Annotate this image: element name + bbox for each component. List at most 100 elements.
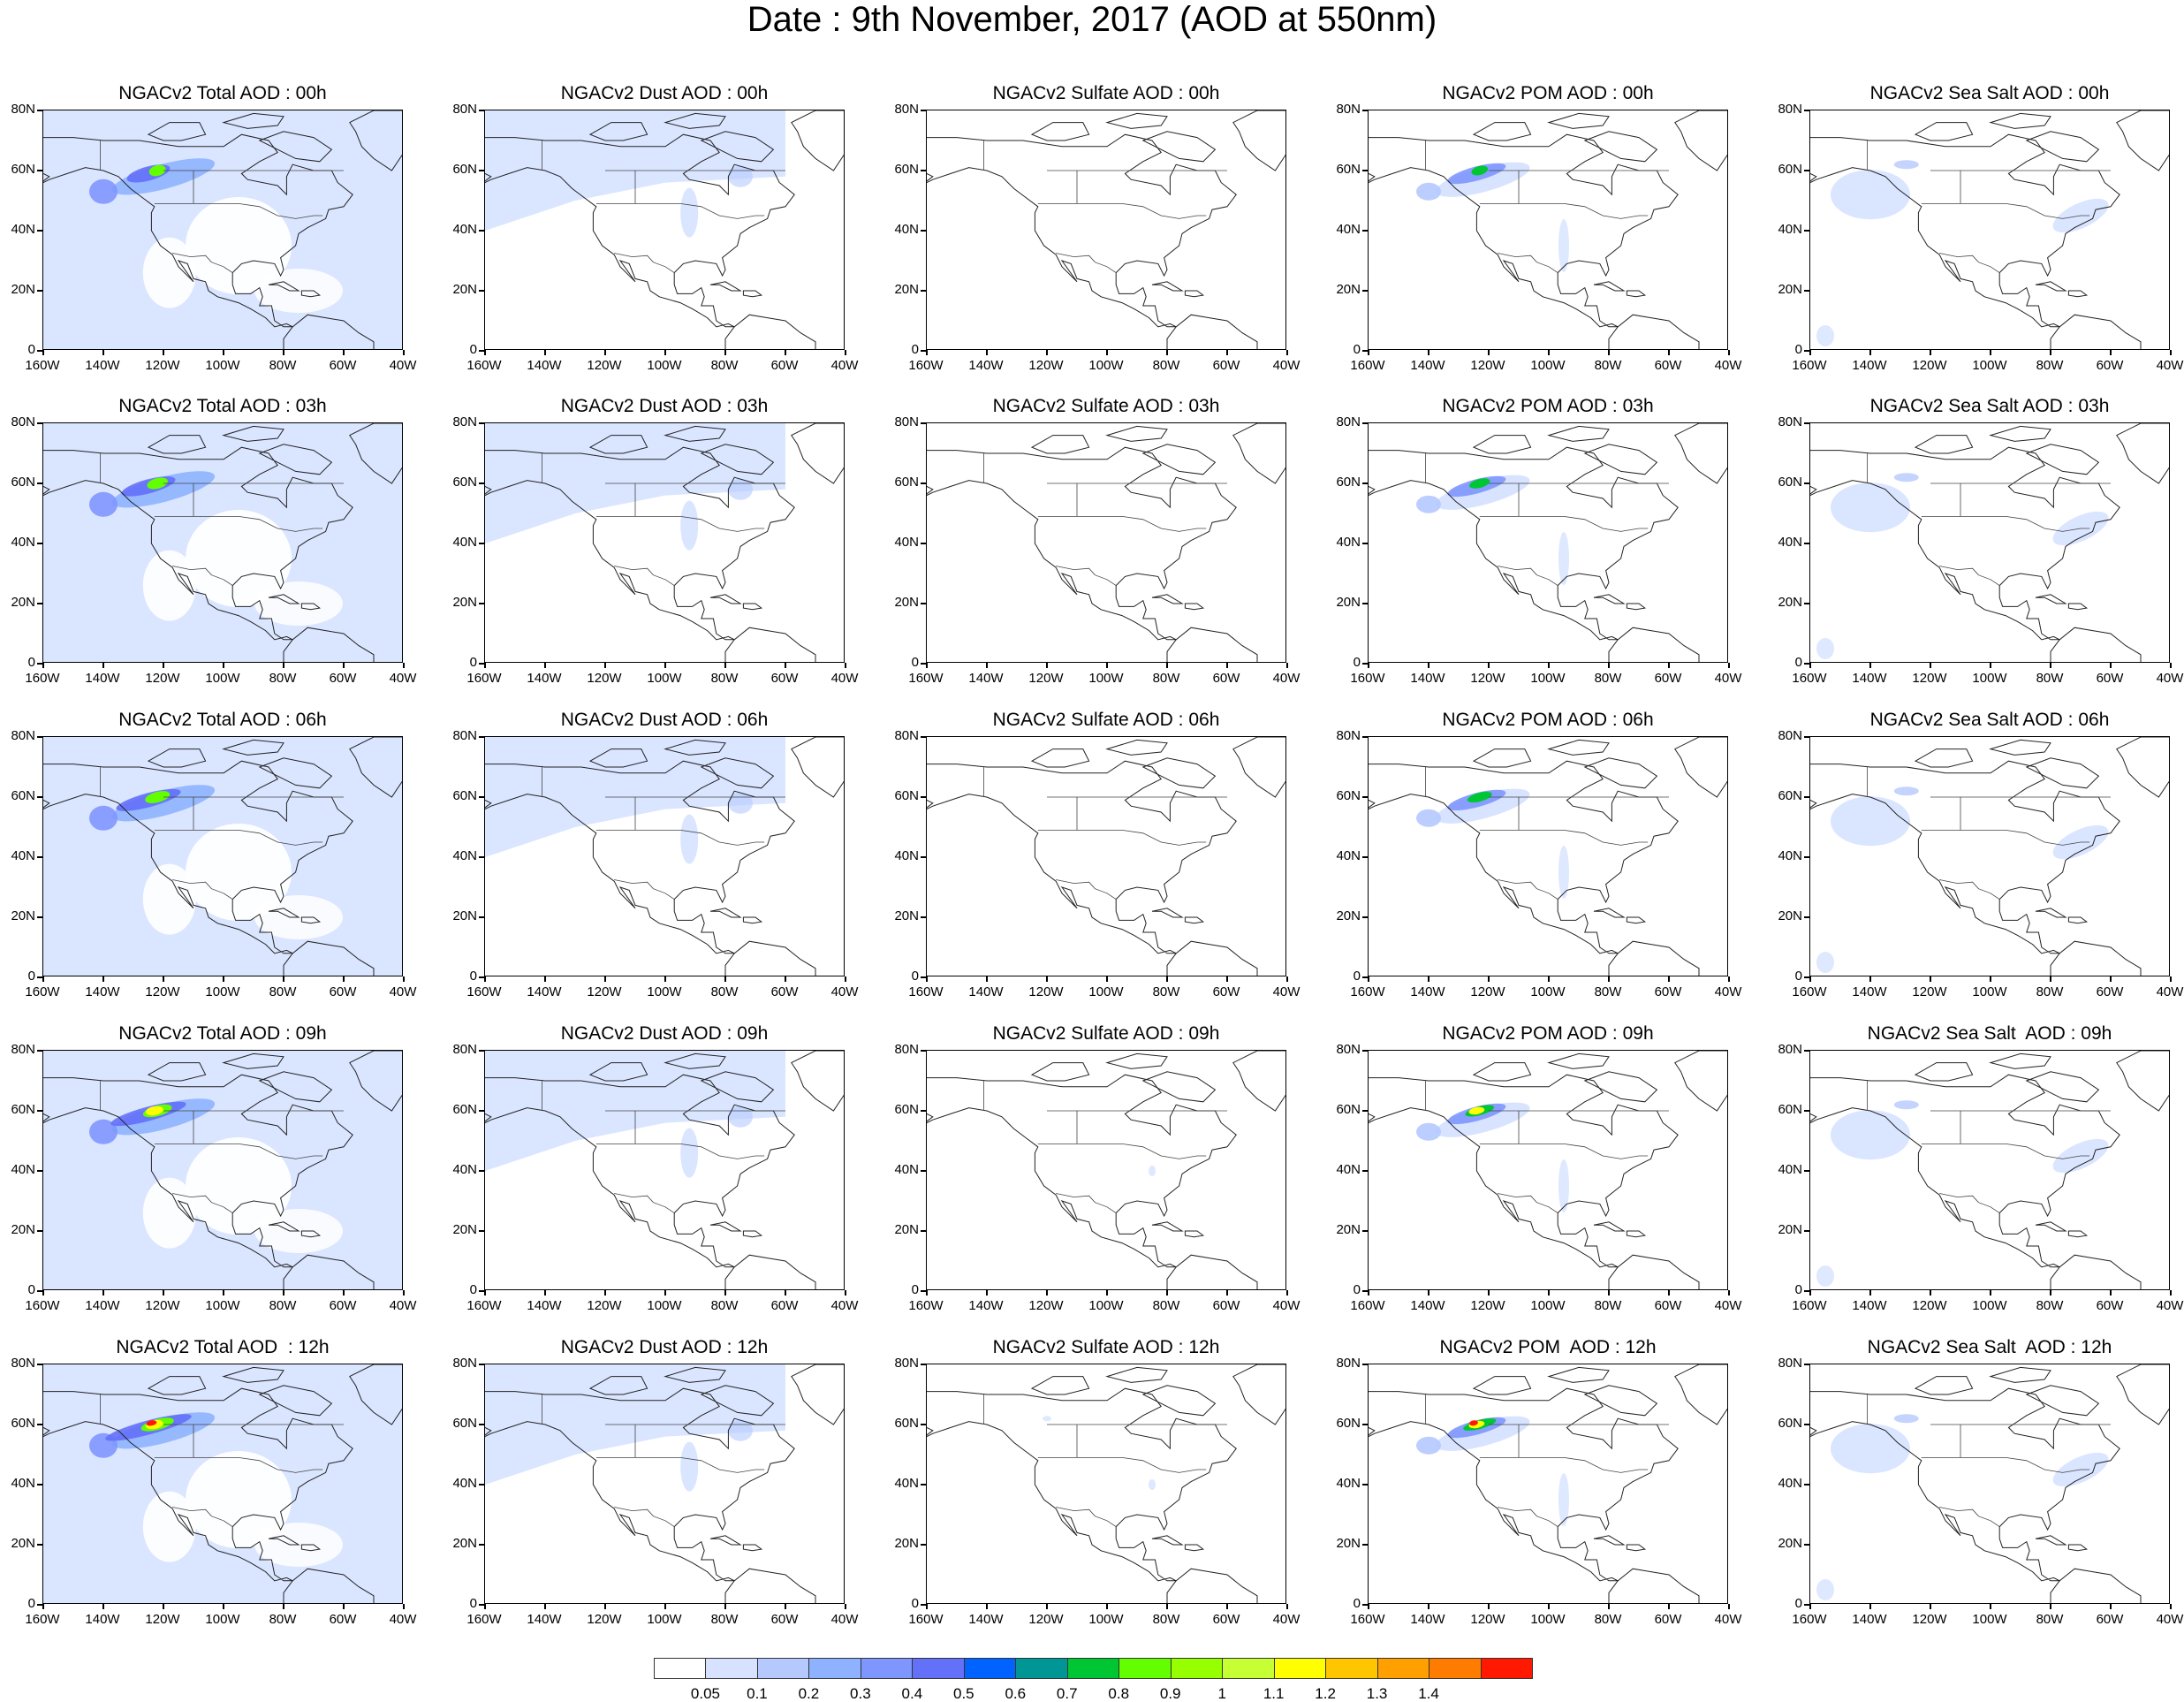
lon-tick — [1286, 350, 1288, 355]
coastline — [349, 1364, 402, 1425]
lon-tick-label: 120W — [1028, 1612, 1064, 1627]
lon-tick-label: 40W — [389, 1298, 417, 1313]
lat-tick — [921, 482, 926, 484]
colorbar-label: 0.1 — [747, 1685, 768, 1702]
aod-plume — [728, 165, 753, 187]
lon-tick — [1286, 1290, 1288, 1295]
lat-tick-label: 0 — [27, 1596, 35, 1611]
map-frame — [42, 1050, 403, 1290]
lat-tick — [37, 1230, 42, 1232]
coastline — [700, 1071, 775, 1103]
coastline — [588, 1062, 648, 1082]
lon-tick-label: 60W — [1212, 358, 1240, 373]
lon-tick-label: 40W — [2156, 984, 2184, 999]
lat-tick — [921, 1110, 926, 1112]
lon-tick — [1428, 350, 1429, 355]
lat-tick-label: 0 — [1794, 1282, 1802, 1297]
coastline — [1989, 1366, 2051, 1383]
coastline — [349, 110, 402, 171]
lat-tick-label: 20N — [452, 908, 477, 923]
lat-tick — [37, 1290, 42, 1292]
coastline — [258, 1071, 333, 1103]
lon-tick — [604, 1604, 606, 1609]
lat-tick — [1804, 543, 1809, 544]
lat-tick — [921, 350, 926, 352]
lat-tick-label: 80N — [1778, 1042, 1802, 1057]
lat-tick — [1804, 663, 1809, 665]
coastline — [1184, 290, 1205, 298]
coastline — [2116, 1364, 2169, 1425]
lat-tick — [1362, 663, 1368, 665]
lat-tick-label: 20N — [1778, 908, 1802, 923]
lon-tick-label: 100W — [647, 1298, 682, 1313]
lon-tick-label: 80W — [710, 358, 739, 373]
lon-tick — [223, 1604, 224, 1609]
lon-tick-label: 60W — [770, 984, 799, 999]
lon-tick — [986, 1290, 988, 1295]
aod-plume — [1893, 160, 1919, 170]
lat-tick — [921, 603, 926, 604]
lon-tick-label: 40W — [389, 1612, 417, 1627]
lat-tick-label: 80N — [894, 728, 919, 743]
coastline — [2116, 423, 2169, 484]
lat-tick-label: 20N — [1336, 595, 1361, 610]
coastline — [742, 603, 763, 611]
map-frame — [1368, 110, 1728, 350]
lon-tick — [845, 350, 846, 355]
coastline — [1472, 435, 1532, 454]
lon-tick-label: 100W — [647, 671, 682, 686]
coastline — [1547, 739, 1610, 756]
coastline — [1674, 1051, 1727, 1112]
coastline — [791, 110, 844, 171]
lon-tick-label: 60W — [329, 671, 357, 686]
lon-tick — [1990, 976, 1991, 982]
lat-tick-label: 60N — [894, 1102, 919, 1117]
lon-tick-label: 60W — [1212, 1298, 1240, 1313]
lon-tick — [1368, 976, 1369, 982]
political-boundary — [595, 830, 765, 846]
lon-tick — [223, 1290, 224, 1295]
coastline — [43, 760, 353, 954]
map-frame — [926, 1364, 1286, 1604]
lat-tick-label: 80N — [11, 1042, 35, 1057]
lon-tick-label: 120W — [145, 1612, 180, 1627]
aod-plume — [111, 471, 216, 508]
lon-tick — [724, 1290, 726, 1295]
aod-plume — [111, 1098, 216, 1136]
political-boundary — [1939, 566, 2000, 586]
aod-plume — [1149, 1479, 1156, 1490]
lon-tick — [2170, 976, 2172, 982]
political-boundary — [595, 1457, 765, 1473]
lon-tick-label: 160W — [908, 1612, 944, 1627]
political-boundary — [154, 516, 323, 532]
coastline — [300, 603, 322, 611]
coastline — [1151, 281, 1184, 292]
lon-tick — [1930, 663, 1931, 668]
coastline — [1626, 916, 1647, 924]
coastline — [1141, 757, 1217, 789]
lat-tick-label: 40N — [452, 535, 477, 550]
colorbar-label: 1.1 — [1263, 1685, 1285, 1702]
coastline — [927, 1074, 1237, 1268]
lat-tick — [921, 796, 926, 798]
coastline — [1472, 1376, 1532, 1395]
lon-tick — [2110, 663, 2112, 668]
lat-tick-label: 20N — [11, 908, 35, 923]
aod-map — [1369, 1051, 1727, 1289]
lon-tick-label: 100W — [1530, 1298, 1566, 1313]
coastline — [1583, 757, 1658, 789]
lat-tick — [1804, 856, 1809, 858]
lon-tick — [102, 663, 104, 668]
lon-tick — [785, 1604, 786, 1609]
political-boundary — [1498, 1507, 1558, 1527]
lat-tick-label: 60N — [452, 1102, 477, 1117]
coastline — [283, 940, 375, 976]
coastline — [1105, 112, 1168, 129]
lon-tick — [42, 1290, 44, 1295]
aod-plume — [89, 179, 118, 204]
lat-tick — [1362, 290, 1368, 292]
lon-tick-label: 60W — [2096, 358, 2124, 373]
aod-plume — [1558, 1473, 1569, 1526]
lon-tick-label: 80W — [2036, 1298, 2064, 1313]
lat-tick-label: 40N — [894, 222, 919, 237]
